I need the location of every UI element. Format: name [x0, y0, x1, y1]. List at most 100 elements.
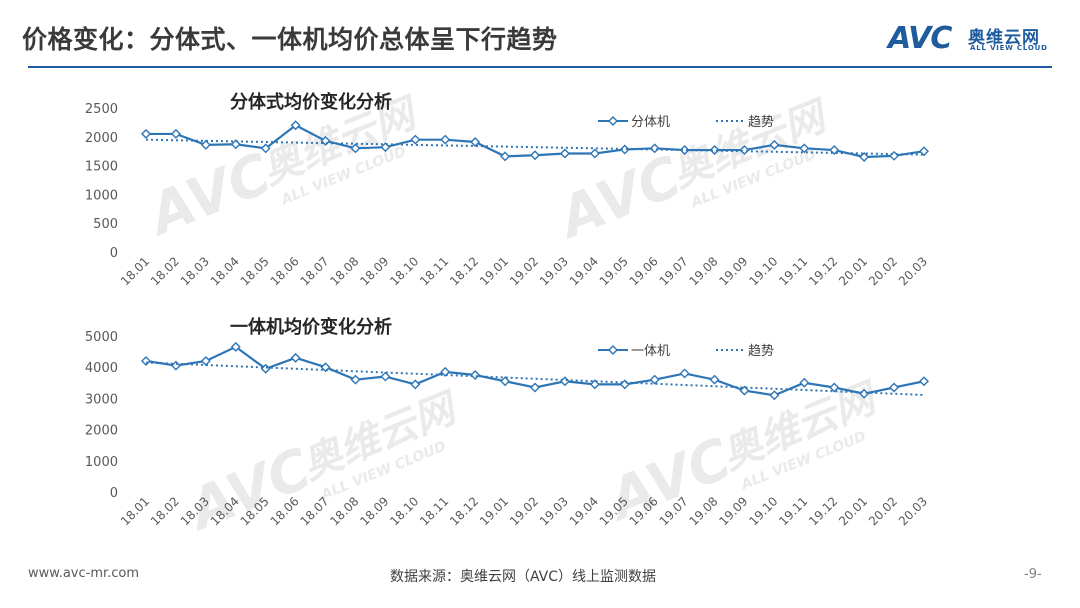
x-tick-label: 19.10	[746, 494, 780, 528]
data-point	[649, 374, 660, 385]
x-tick-label: 19.07	[657, 254, 691, 288]
x-tick-label: 18.11	[417, 494, 451, 528]
data-point	[530, 150, 540, 161]
data-point	[889, 382, 900, 393]
legend-label: 分体机	[631, 115, 670, 130]
x-tick-label: 18.02	[148, 254, 182, 288]
x-tick-label: 18.05	[238, 254, 272, 288]
x-tick-label: 20.01	[836, 254, 870, 288]
x-tick-label: 18.12	[447, 494, 481, 528]
x-tick-label: 20.03	[896, 254, 930, 288]
data-point	[589, 379, 600, 390]
chart-title: 一体机均价变化分析	[230, 316, 392, 338]
x-tick-label: 19.12	[806, 494, 840, 528]
y-tick-label: 2000	[85, 424, 118, 439]
x-tick-label: 19.12	[806, 254, 840, 288]
data-point	[380, 371, 391, 382]
legend-marker	[608, 116, 618, 126]
x-tick-label: 19.09	[716, 254, 750, 288]
x-tick-label: 18.04	[208, 254, 242, 288]
x-tick-label: 18.10	[387, 494, 421, 528]
x-tick-label: 20.01	[836, 494, 870, 528]
data-point	[530, 382, 540, 393]
logo-mark: AVC	[888, 21, 952, 56]
x-tick-label: 18.10	[387, 254, 421, 288]
data-point	[290, 120, 301, 131]
data-point	[470, 136, 481, 147]
legend-marker	[608, 345, 618, 355]
data-point	[919, 376, 929, 387]
data-point	[260, 143, 271, 154]
x-tick-label: 19.01	[477, 254, 511, 288]
x-tick-label: 18.12	[447, 254, 481, 288]
data-point	[709, 374, 720, 385]
data-point	[559, 376, 570, 387]
x-tick-label: 18.07	[297, 254, 331, 288]
x-tick-label: 19.04	[567, 494, 601, 528]
data-point	[919, 146, 929, 157]
avc-logo: AVC 奥维云网 ALL VIEW CLOUD	[888, 22, 1058, 58]
data-point	[799, 377, 810, 388]
data-point	[350, 143, 361, 154]
x-tick-label: 18.02	[148, 494, 182, 528]
legend-label: 趋势	[748, 114, 774, 130]
y-tick-label: 2000	[85, 131, 118, 146]
x-tick-label: 18.03	[178, 254, 212, 288]
x-tick-label: 19.09	[716, 494, 750, 528]
data-point	[739, 385, 750, 396]
y-tick-label: 1000	[85, 455, 118, 470]
header-divider	[28, 66, 1052, 68]
data-source-note: 数据来源：奥维云网（AVC）线上监测数据	[390, 569, 657, 585]
x-tick-label: 19.03	[537, 254, 571, 288]
data-point	[440, 134, 451, 145]
data-point	[290, 352, 301, 363]
x-tick-label: 19.11	[776, 254, 810, 288]
page-number: -9-	[1024, 567, 1042, 582]
page-title: 价格变化：分体式、一体机均价总体呈下行趋势	[22, 25, 558, 54]
y-tick-label: 3000	[85, 392, 118, 407]
y-tick-label: 0	[110, 486, 118, 501]
x-tick-label: 20.02	[866, 494, 900, 528]
y-tick-label: 0	[110, 246, 118, 261]
x-tick-label: 18.09	[357, 254, 391, 288]
data-point	[679, 368, 690, 379]
x-tick-label: 19.04	[567, 254, 601, 288]
x-tick-label: 18.01	[118, 494, 152, 528]
logo-en: ALL VIEW CLOUD	[970, 44, 1048, 52]
data-point	[170, 128, 181, 139]
chart-legend: 分体机 趋势	[598, 114, 774, 130]
data-point	[141, 355, 151, 366]
data-point	[410, 134, 421, 145]
x-tick-label: 18.11	[417, 254, 451, 288]
x-tick-label: 19.05	[597, 254, 631, 288]
x-tick-label: 18.09	[357, 494, 391, 528]
data-point	[559, 148, 570, 159]
data-point	[470, 370, 481, 380]
legend-label: 趋势	[748, 343, 774, 359]
x-tick-label: 19.08	[686, 254, 720, 288]
y-tick-label: 500	[93, 217, 118, 232]
x-tick-label: 19.01	[477, 494, 511, 528]
x-tick-label: 20.02	[866, 254, 900, 288]
x-tick-label: 19.11	[776, 494, 810, 528]
x-tick-label: 19.02	[507, 254, 541, 288]
data-point	[859, 151, 870, 162]
data-point	[440, 366, 451, 377]
data-point	[799, 143, 810, 154]
data-point	[350, 374, 361, 385]
logo-cn: 奥维云网	[968, 28, 1040, 48]
footer-url[interactable]: www.avc-mr.com	[28, 566, 140, 581]
x-tick-label: 19.10	[746, 254, 780, 288]
legend-label: 一体机	[631, 344, 670, 359]
data-point	[200, 139, 211, 150]
y-tick-label: 1500	[85, 160, 118, 175]
x-tick-label: 18.01	[118, 254, 152, 288]
data-point	[170, 360, 181, 371]
data-point	[230, 341, 241, 352]
data-point	[410, 379, 421, 390]
y-tick-label: 2500	[85, 102, 118, 117]
chart-legend: 一体机 趋势	[598, 343, 774, 359]
x-tick-label: 19.03	[537, 494, 571, 528]
